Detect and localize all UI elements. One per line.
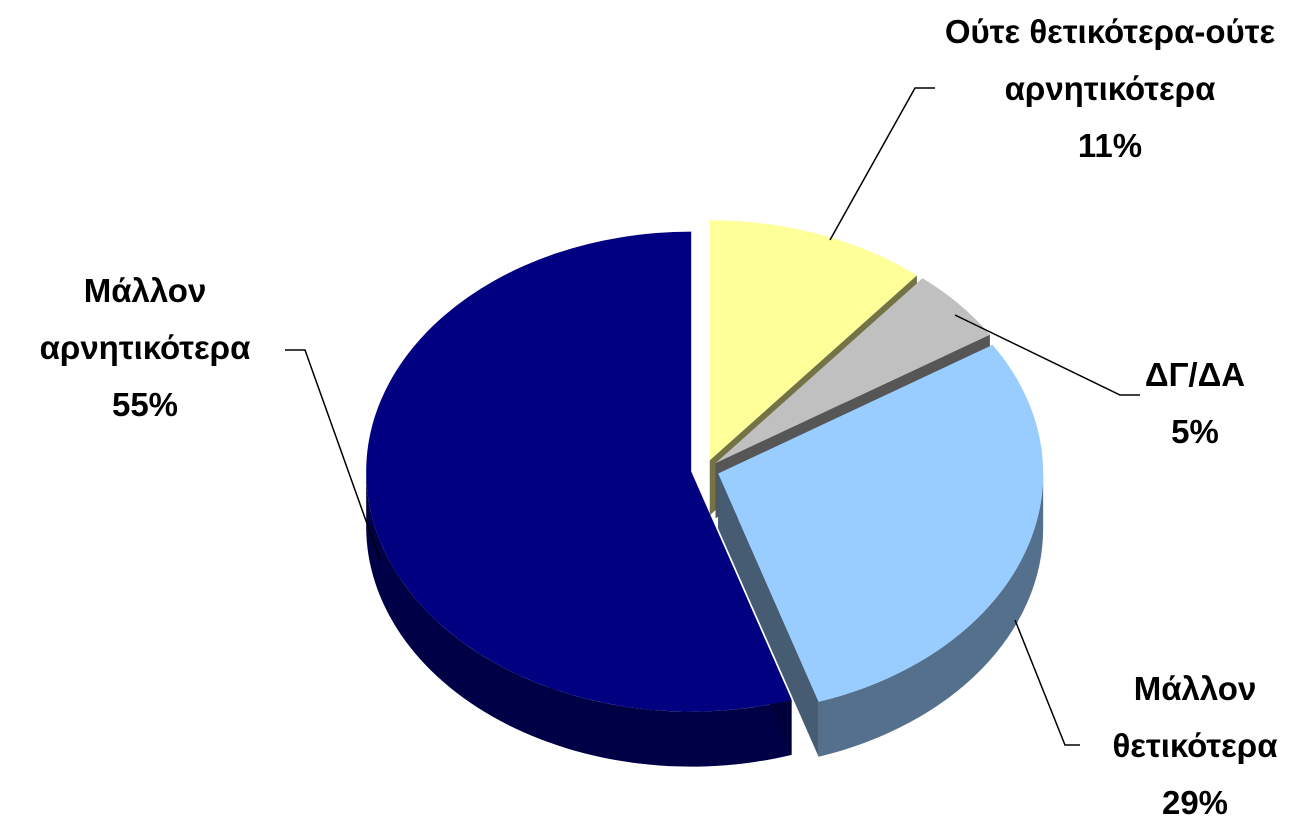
slice [718, 344, 1044, 702]
leader-line [829, 87, 935, 241]
value-label: 29% [1161, 784, 1229, 821]
leader-line [1014, 619, 1080, 746]
value-label: 55% [111, 386, 179, 423]
value-label: 11% [1077, 127, 1143, 164]
category-label: Μάλλον αρνητικότερα [39, 272, 251, 366]
slice-label: ΔΓ/ΔΑ 5% [1085, 346, 1303, 460]
slice-side [366, 471, 792, 767]
category-label: Μάλλον θετικότερα [1112, 670, 1278, 764]
leader-line [285, 349, 381, 561]
slice-label: Ούτε θετικότερα-ούτε αρνητικότερα 11% [930, 3, 1290, 174]
slice-wall [718, 473, 819, 757]
category-label: ΔΓ/ΔΑ [1144, 356, 1246, 393]
slice-label: Μάλλον θετικότερα 29% [1075, 660, 1303, 831]
pie-tops [366, 220, 1044, 712]
category-label: Ούτε θετικότερα-ούτε αρνητικότερα [944, 13, 1276, 107]
slice-label: Μάλλον αρνητικότερα 55% [5, 262, 285, 433]
slice-side [818, 473, 1044, 757]
slice [366, 231, 792, 712]
value-label: 5% [1171, 413, 1219, 450]
slice [709, 220, 917, 461]
slice [715, 278, 990, 464]
leader-line [954, 314, 1140, 396]
